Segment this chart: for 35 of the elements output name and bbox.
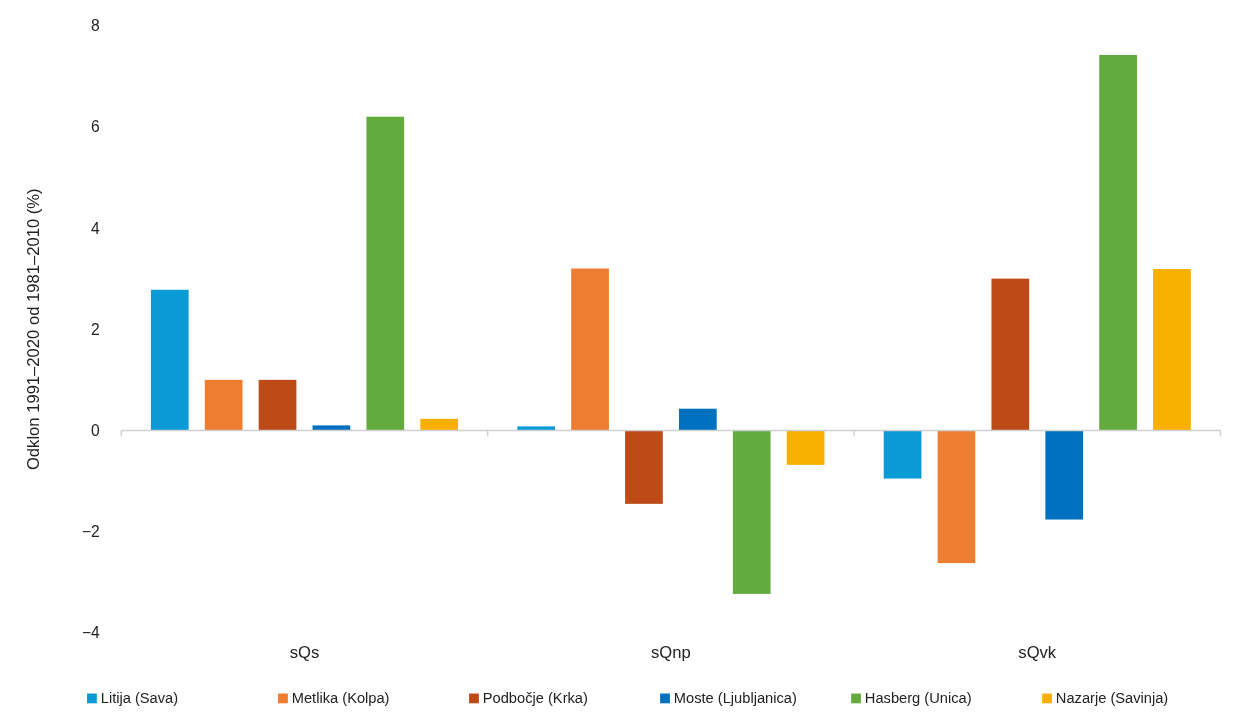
bar	[571, 268, 609, 431]
bar	[786, 430, 825, 465]
y-axis-title: Odklon 1991–2020 od 1981–2010 (%)	[24, 188, 44, 471]
legend-label: Nazarje (Savinja)	[1055, 690, 1169, 707]
x-tick-label: sQvk	[1018, 643, 1057, 663]
bar	[204, 379, 243, 431]
y-tick-label: 0	[91, 421, 101, 439]
bar	[991, 278, 1030, 431]
bar	[883, 430, 922, 479]
legend-label: Moste (Ljubljanica)	[673, 690, 797, 707]
y-tick-label: −2	[81, 523, 100, 541]
legend-label: Litija (Sava)	[100, 690, 179, 707]
y-tick-label: 8	[91, 17, 101, 35]
x-tick-label: sQs	[289, 643, 320, 663]
bar	[678, 408, 717, 431]
bar	[150, 289, 189, 431]
bar	[1045, 430, 1084, 520]
bar	[366, 116, 405, 431]
y-tick-label: 4	[91, 219, 101, 237]
legend-label: Metlika (Kolpa)	[291, 690, 390, 707]
y-tick-label: −4	[81, 624, 101, 642]
bar	[625, 430, 663, 504]
y-tick-label: 6	[91, 118, 100, 136]
x-tick-label: sQnp	[651, 643, 691, 663]
bar	[258, 379, 297, 431]
bar	[312, 425, 351, 431]
bar	[517, 426, 556, 431]
legend-label: Podbočje (Krka)	[482, 690, 588, 707]
legend-label: Hasberg (Unica)	[864, 690, 972, 707]
bar	[937, 430, 976, 564]
bar	[732, 430, 771, 594]
bar	[420, 418, 459, 431]
bar	[1099, 54, 1137, 431]
y-tick-label: 2	[91, 320, 100, 338]
bar	[1153, 269, 1191, 431]
